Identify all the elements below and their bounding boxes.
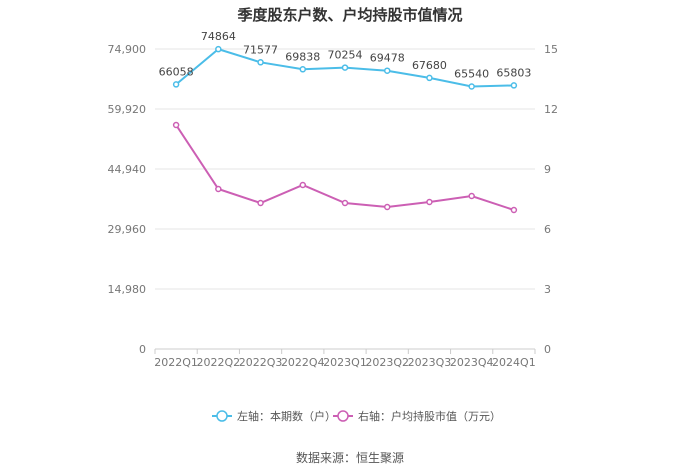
left-tick-label: 74,900 [108,43,147,56]
legend-swatch-marker [216,410,228,422]
chart-title: 季度股东户数、户均持股市值情况 [237,6,462,24]
x-tick-label: 2024Q1 [492,356,536,369]
left-tick-label: 44,940 [108,163,147,176]
data-point [383,203,391,211]
right-tick-label: 12 [544,103,558,116]
data-point [172,81,180,88]
legend-label: 右轴：户均持股市值（万元） [358,409,501,423]
x-tick-label: 2023Q1 [323,356,367,369]
data-point [215,45,222,53]
data-point [299,181,307,189]
data-point [468,192,475,200]
data-label: 70254 [328,49,363,62]
data-label: 69478 [370,52,405,65]
x-tick-label: 2022Q1 [154,356,198,369]
x-tick-label: 2023Q3 [408,356,452,369]
legend-label: 左轴：本期数（户） [237,409,336,423]
data-label: 65803 [496,66,531,79]
left-tick-label: 29,960 [108,223,147,236]
source-text: 数据来源：恒生聚源 [296,450,404,465]
series-group: 66058 74864 71577 69838 70254 69478 67680 65540… [159,30,531,214]
x-tick-label: 2023Q4 [450,356,494,369]
data-point [426,198,433,206]
data-label: 74864 [201,30,236,43]
x-tick-label: 2023Q2 [365,356,409,369]
right-tick-label: 9 [544,163,551,176]
data-point [215,185,222,193]
legend-swatch-marker [337,410,349,422]
x-tick-label: 2022Q4 [281,356,325,369]
data-point [383,67,391,74]
data-label: 66058 [159,65,194,78]
data-point [299,66,307,73]
data-point [341,64,349,71]
right-tick-label: 6 [544,223,551,236]
data-point [510,206,518,214]
legend: 左轴：本期数（户） 右轴：户均持股市值（万元） [212,409,501,423]
x-tick-label: 2022Q2 [197,356,241,369]
left-tick-label: 0 [139,343,146,356]
right-tick-label: 3 [544,283,551,296]
data-point [257,59,264,66]
data-point [426,74,433,82]
data-point [172,121,180,129]
right-tick-label: 0 [544,343,551,356]
data-point [257,199,264,207]
data-label: 69838 [285,50,320,63]
x-axis: 2022Q12022Q22022Q32022Q42023Q12023Q22023… [154,349,536,369]
data-point [468,83,475,90]
right-tick-label: 15 [544,43,558,56]
x-tick-label: 2022Q3 [239,356,283,369]
right-axis: 0 3 6 9 12 15 [544,43,558,356]
data-label: 71577 [243,43,278,56]
data-point [341,199,349,207]
data-label: 67680 [412,59,447,72]
series-line-2 [175,124,515,211]
left-tick-label: 59,920 [108,103,147,116]
left-tick-label: 14,980 [108,283,147,296]
data-point [510,82,518,89]
data-label: 65540 [454,67,489,80]
left-axis: 0 14,980 29,960 44,940 59,920 74,900 [108,43,147,356]
